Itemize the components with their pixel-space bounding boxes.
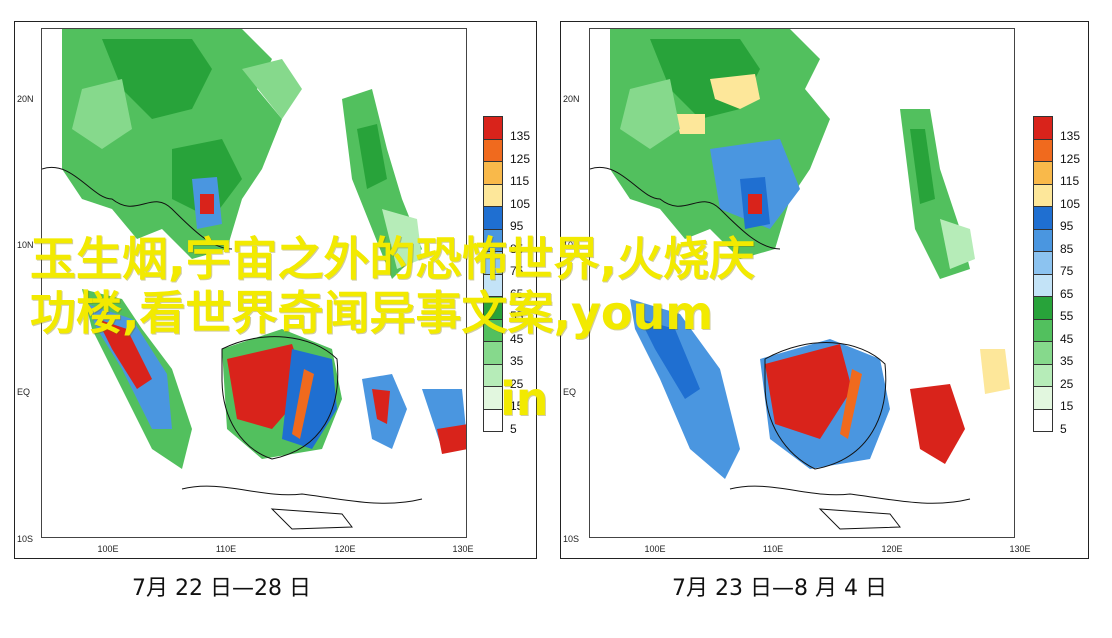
legend-swatch: 85: [1033, 228, 1073, 256]
watermark-line-3: in: [500, 372, 549, 426]
lon-label: 130E: [452, 544, 474, 554]
legend-swatch: 95: [483, 206, 523, 233]
legend-label: 75: [1060, 264, 1074, 278]
map-plot-left: [41, 28, 467, 538]
watermark-line-2: 功楼,看世界奇闻异事文案,youm: [30, 286, 714, 340]
legend-swatch: 25: [483, 363, 523, 391]
watermark-line-1: 玉生烟,宇宙之外的恐怖世界,火烧庆: [30, 232, 755, 286]
legend-label: 65: [510, 286, 524, 301]
legend-swatch: 35: [483, 341, 523, 368]
legend-label: 5: [510, 421, 517, 436]
legend-label: 125: [1060, 151, 1081, 166]
legend-swatch: 35: [1033, 341, 1073, 368]
legend-label: 105: [1060, 196, 1081, 211]
legend-label: 85: [510, 241, 524, 256]
legend-swatch: 5: [483, 408, 517, 436]
lat-label: EQ: [563, 387, 577, 397]
legend-label: 95: [1060, 219, 1074, 233]
legend-swatch: 85: [483, 228, 523, 256]
legend-label: 115: [1060, 174, 1080, 188]
legend-swatch: 15: [1033, 386, 1073, 413]
caption-left: 7月 22 日—28 日: [132, 576, 311, 601]
lon-label: 100E: [97, 544, 119, 554]
legend-swatch: 25: [1033, 363, 1073, 391]
lon-label: 110E: [215, 544, 237, 554]
legend-label: 105: [510, 196, 531, 211]
legend-swatch: 55: [483, 296, 523, 323]
legend-swatch: 115: [1033, 161, 1079, 188]
legend-label: 65: [1060, 286, 1074, 301]
lon-label: 120E: [881, 544, 903, 554]
legend-swatch: 5: [1033, 408, 1067, 436]
legend-swatch: 65: [483, 273, 523, 301]
legend-swatch: 125: [483, 138, 530, 166]
legend-label: 45: [1060, 331, 1074, 346]
legend-swatch: 135: [483, 116, 530, 143]
lat-label: 20N: [563, 94, 580, 104]
lat-label: EQ: [17, 387, 31, 397]
legend-swatch: 75: [483, 251, 523, 278]
legend-swatch: 45: [483, 318, 523, 346]
legend-swatch: 45: [1033, 318, 1073, 346]
legend-label: 25: [1060, 376, 1074, 391]
legend-label: 35: [1060, 354, 1074, 368]
legend-swatch: 125: [1033, 138, 1080, 166]
lat-label: 10N: [17, 240, 34, 250]
lat-label: 10N: [563, 240, 580, 250]
legend-label: 55: [1060, 309, 1074, 323]
legend-label: 35: [510, 354, 524, 368]
legend-swatch: 135: [1033, 116, 1080, 143]
lon-label: 100E: [644, 544, 666, 554]
legend-swatch: 95: [1033, 206, 1073, 233]
lon-label: 130E: [1009, 544, 1031, 554]
legend-swatch: 65: [1033, 273, 1073, 301]
legend-swatch: 75: [1033, 251, 1073, 278]
map-graphic-left: [42, 29, 466, 530]
color-legend-left: 135 125 115 105 95 85 75 65 55 45 35 25 15 5: [483, 116, 530, 436]
legend-label: 85: [1060, 241, 1074, 256]
map-panel-right: 20N 10N EQ 10S 100E 110E 120E 130E 135 12…: [560, 21, 1089, 559]
legend-label: 135: [1060, 129, 1081, 143]
legend-label: 75: [510, 264, 524, 278]
legend-label: 15: [510, 399, 524, 413]
legend-label: 135: [510, 129, 531, 143]
lon-label: 110E: [762, 544, 784, 554]
legend-label: 45: [510, 331, 524, 346]
legend-swatch: 105: [1033, 183, 1080, 211]
legend-label: 125: [510, 151, 531, 166]
watermark-text: 玉生烟,宇宙之外的恐怖世界,火烧庆 功楼,看世界奇闻异事文案,youm in: [30, 232, 1030, 426]
legend-label: 15: [1060, 399, 1074, 413]
color-legend-right: 135 125 115 105 95 85 75 65 55 45 35 25 15 5: [1033, 116, 1080, 436]
lat-label: 10S: [563, 534, 580, 544]
legend-label: 95: [510, 219, 524, 233]
legend-label: 25: [510, 376, 524, 391]
legend-swatch: 115: [483, 161, 529, 188]
legend-swatch: 55: [1033, 296, 1073, 323]
legend-swatch: 105: [483, 183, 530, 211]
caption-right: 7月 23 日—8 月 4 日: [672, 576, 887, 601]
legend-label: 115: [510, 174, 530, 188]
map-plot-right: [589, 28, 1015, 538]
map-graphic-right: [590, 29, 1010, 530]
lat-label: 20N: [17, 94, 34, 104]
legend-label: 55: [510, 309, 524, 323]
legend-label: 5: [1060, 421, 1067, 436]
lon-label: 120E: [334, 544, 356, 554]
map-panel-left: 20N 10N EQ 10S 100E 110E 120E 130E 135 12…: [14, 21, 537, 559]
lat-label: 10S: [17, 534, 34, 544]
